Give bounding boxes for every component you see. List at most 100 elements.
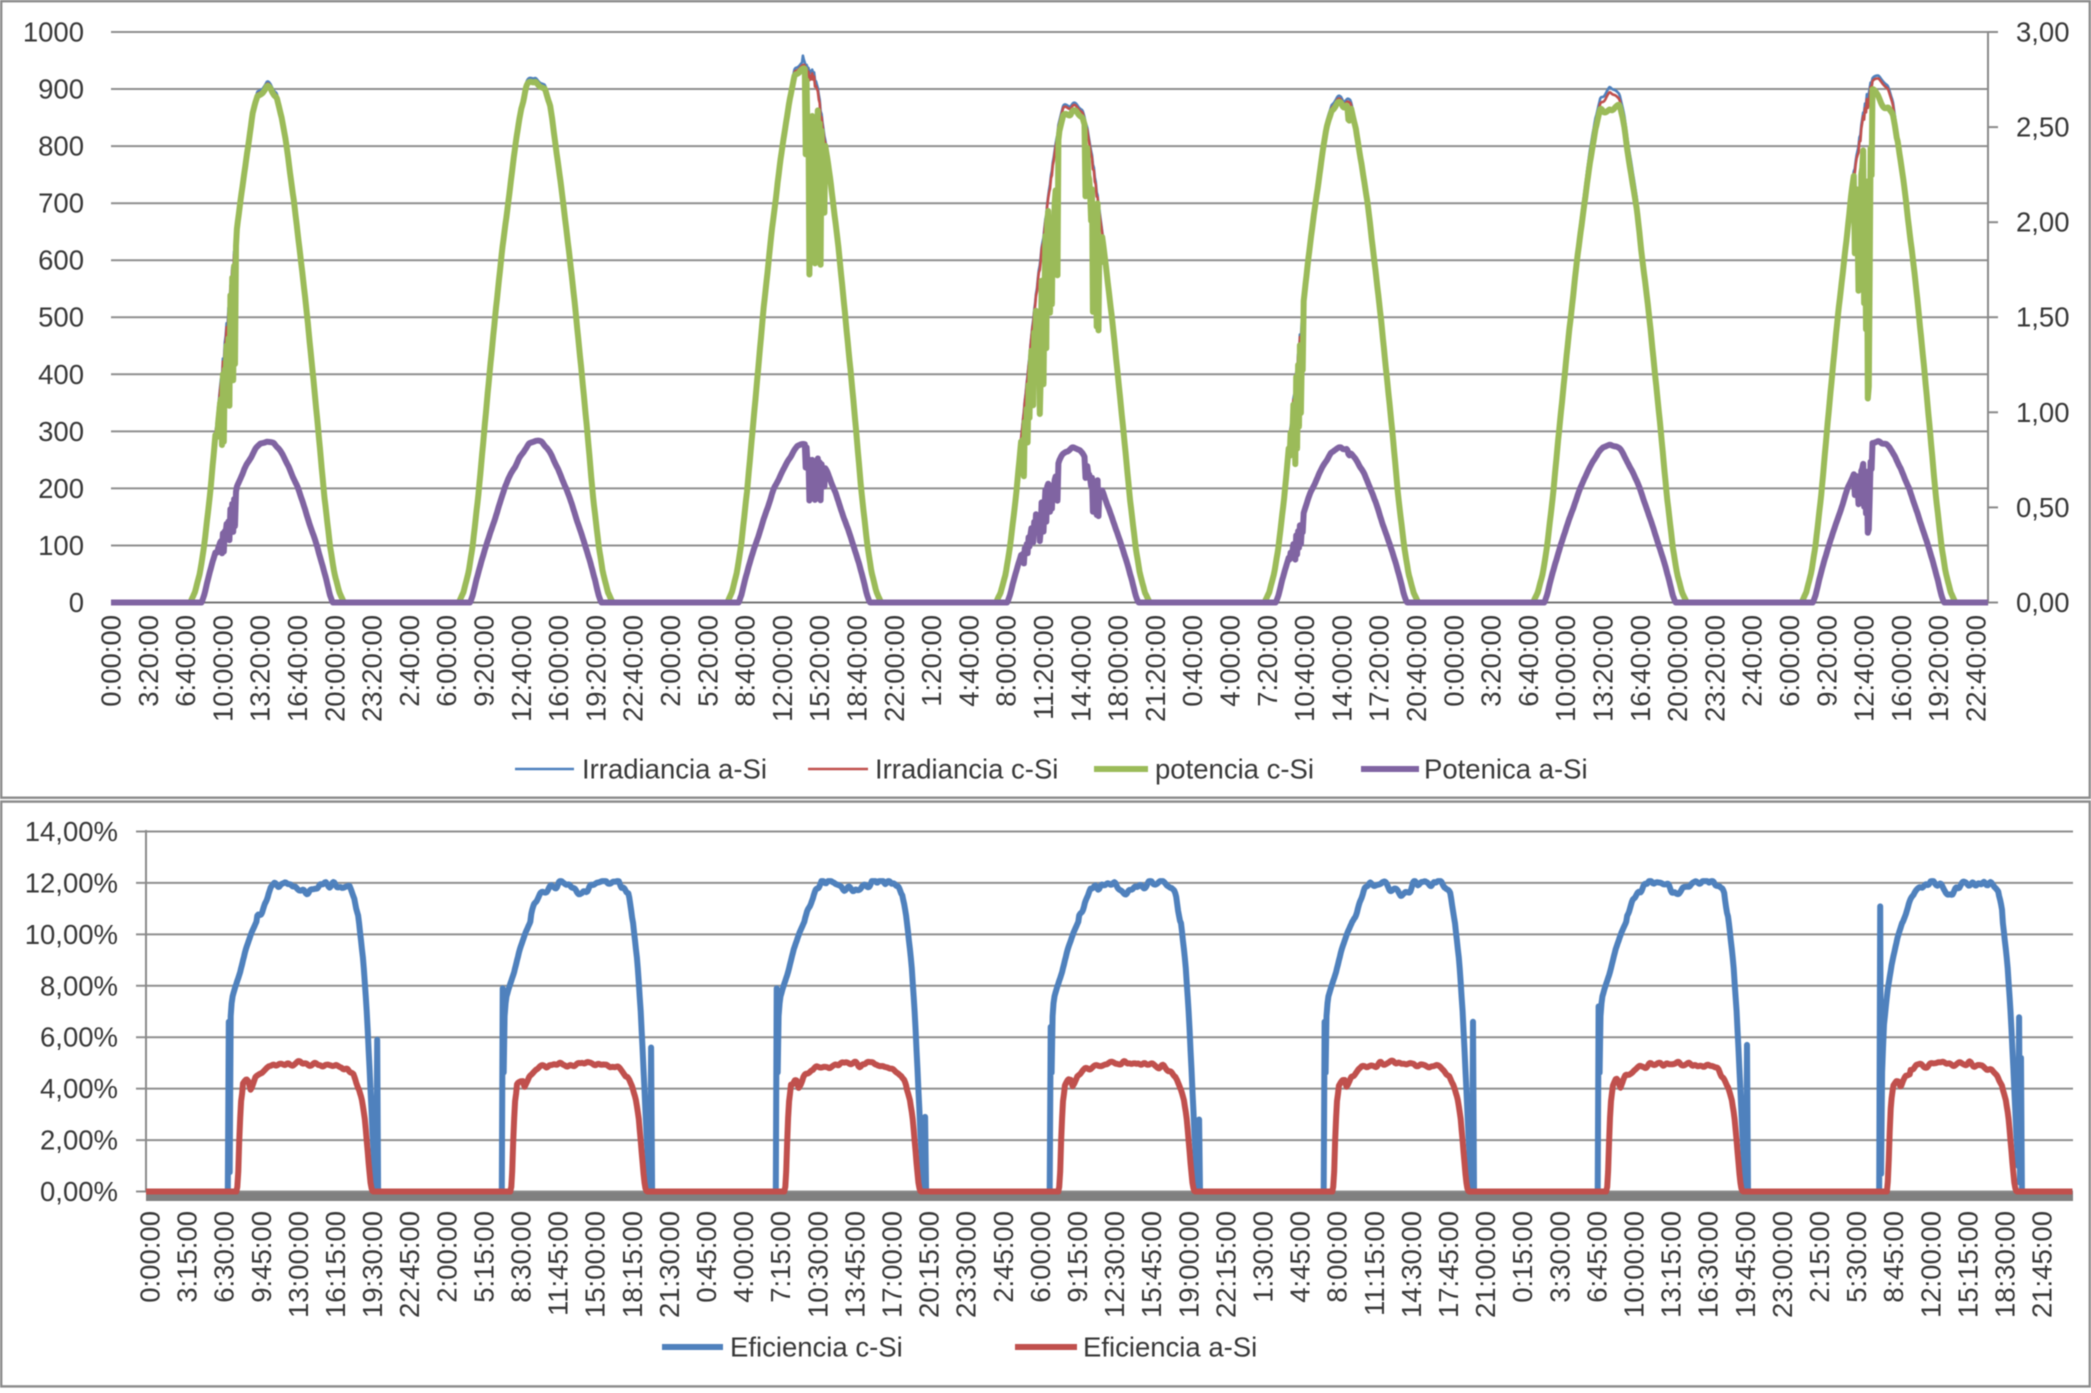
svg-text:11:45:00: 11:45:00 xyxy=(543,1211,574,1316)
svg-text:19:45:00: 19:45:00 xyxy=(1730,1211,1761,1318)
svg-text:20:00:00: 20:00:00 xyxy=(1662,615,1693,722)
svg-text:17:00:00: 17:00:00 xyxy=(877,1211,908,1318)
svg-text:10:40:00: 10:40:00 xyxy=(1289,615,1320,722)
svg-text:3,00: 3,00 xyxy=(2016,17,2070,48)
svg-text:0,50: 0,50 xyxy=(2016,492,2070,523)
svg-text:15:00:00: 15:00:00 xyxy=(580,1211,611,1318)
svg-text:13:15:00: 13:15:00 xyxy=(1656,1211,1687,1318)
svg-text:22:00:00: 22:00:00 xyxy=(879,615,910,722)
svg-text:2,50: 2,50 xyxy=(2016,112,2070,143)
svg-text:700: 700 xyxy=(38,188,84,219)
svg-text:8:40:00: 8:40:00 xyxy=(730,615,761,707)
svg-text:18:00:00: 18:00:00 xyxy=(1103,615,1134,722)
svg-text:8,00%: 8,00% xyxy=(40,970,118,1001)
svg-text:100: 100 xyxy=(38,530,84,561)
svg-text:8:00:00: 8:00:00 xyxy=(991,615,1022,707)
svg-text:8:00:00: 8:00:00 xyxy=(1322,1211,1353,1303)
svg-text:300: 300 xyxy=(38,416,84,447)
svg-text:2:00:00: 2:00:00 xyxy=(655,615,686,707)
svg-text:19:20:00: 19:20:00 xyxy=(1923,615,1954,722)
svg-text:5:30:00: 5:30:00 xyxy=(1841,1211,1872,1303)
svg-text:6:40:00: 6:40:00 xyxy=(1513,615,1544,707)
svg-text:21:45:00: 21:45:00 xyxy=(2027,1211,2058,1318)
svg-text:4:45:00: 4:45:00 xyxy=(1285,1211,1316,1303)
svg-text:1:30:00: 1:30:00 xyxy=(1248,1211,1279,1303)
svg-text:17:45:00: 17:45:00 xyxy=(1433,1211,1464,1318)
svg-text:22:40:00: 22:40:00 xyxy=(1961,615,1992,722)
svg-text:20:00:00: 20:00:00 xyxy=(319,615,350,722)
svg-text:potencia c-Si: potencia c-Si xyxy=(1155,754,1314,785)
svg-text:14:40:00: 14:40:00 xyxy=(1065,615,1096,722)
svg-text:2:00:00: 2:00:00 xyxy=(431,1211,462,1303)
svg-text:5:20:00: 5:20:00 xyxy=(692,615,723,707)
svg-text:14:30:00: 14:30:00 xyxy=(1396,1211,1427,1318)
svg-text:21:00:00: 21:00:00 xyxy=(1470,1211,1501,1318)
svg-text:22:45:00: 22:45:00 xyxy=(394,1211,425,1318)
svg-text:18:40:00: 18:40:00 xyxy=(842,615,873,722)
svg-text:6:40:00: 6:40:00 xyxy=(170,615,201,707)
svg-text:2:15:00: 2:15:00 xyxy=(1804,1211,1835,1303)
svg-text:12:40:00: 12:40:00 xyxy=(506,615,537,722)
svg-text:12:40:00: 12:40:00 xyxy=(1849,615,1880,722)
svg-text:7:20:00: 7:20:00 xyxy=(1252,615,1283,707)
svg-text:3:15:00: 3:15:00 xyxy=(172,1211,203,1303)
svg-text:13:45:00: 13:45:00 xyxy=(839,1211,870,1318)
svg-text:1,00: 1,00 xyxy=(2016,397,2070,428)
svg-text:0:15:00: 0:15:00 xyxy=(1507,1211,1538,1303)
svg-text:20:40:00: 20:40:00 xyxy=(1401,615,1432,722)
svg-text:0:40:00: 0:40:00 xyxy=(1177,615,1208,707)
svg-text:Eficiencia a-Si: Eficiencia a-Si xyxy=(1083,1332,1257,1363)
svg-text:2:40:00: 2:40:00 xyxy=(1737,615,1768,707)
svg-text:16:40:00: 16:40:00 xyxy=(1625,615,1656,722)
svg-text:17:20:00: 17:20:00 xyxy=(1364,615,1395,722)
svg-text:3:20:00: 3:20:00 xyxy=(1476,615,1507,707)
svg-text:6:45:00: 6:45:00 xyxy=(1581,1211,1612,1303)
svg-text:9:20:00: 9:20:00 xyxy=(1811,615,1842,707)
svg-text:4:00:00: 4:00:00 xyxy=(1215,615,1246,707)
svg-text:23:20:00: 23:20:00 xyxy=(357,615,388,722)
svg-text:0,00: 0,00 xyxy=(2016,587,2070,618)
svg-text:Irradiancia c-Si: Irradiancia c-Si xyxy=(875,754,1058,785)
svg-text:18:15:00: 18:15:00 xyxy=(617,1211,648,1318)
svg-text:12:00:00: 12:00:00 xyxy=(767,615,798,722)
svg-text:500: 500 xyxy=(38,302,84,333)
svg-text:4:40:00: 4:40:00 xyxy=(953,615,984,707)
svg-text:9:15:00: 9:15:00 xyxy=(1062,1211,1093,1303)
svg-text:0:00:00: 0:00:00 xyxy=(1438,615,1469,707)
svg-text:23:30:00: 23:30:00 xyxy=(951,1211,982,1318)
svg-text:16:00:00: 16:00:00 xyxy=(543,615,574,722)
svg-text:2,00: 2,00 xyxy=(2016,207,2070,238)
svg-text:13:00:00: 13:00:00 xyxy=(283,1211,314,1318)
svg-text:14,00%: 14,00% xyxy=(25,816,118,847)
svg-text:600: 600 xyxy=(38,245,84,276)
svg-text:6:00:00: 6:00:00 xyxy=(431,615,462,707)
svg-text:15:45:00: 15:45:00 xyxy=(1136,1211,1167,1318)
svg-text:11:15:00: 11:15:00 xyxy=(1359,1211,1390,1316)
svg-text:9:20:00: 9:20:00 xyxy=(469,615,500,707)
svg-text:6:00:00: 6:00:00 xyxy=(1774,615,1805,707)
svg-text:Eficiencia c-Si: Eficiencia c-Si xyxy=(730,1332,903,1363)
svg-text:21:20:00: 21:20:00 xyxy=(1140,615,1171,722)
svg-text:5:15:00: 5:15:00 xyxy=(468,1211,499,1303)
svg-text:3:30:00: 3:30:00 xyxy=(1544,1211,1575,1303)
svg-text:6:00:00: 6:00:00 xyxy=(1025,1211,1056,1303)
svg-text:10:00:00: 10:00:00 xyxy=(1619,1211,1650,1318)
svg-text:21:30:00: 21:30:00 xyxy=(654,1211,685,1318)
svg-text:19:30:00: 19:30:00 xyxy=(357,1211,388,1318)
svg-text:12:30:00: 12:30:00 xyxy=(1099,1211,1130,1318)
svg-text:Irradiancia a-Si: Irradiancia a-Si xyxy=(582,754,767,785)
svg-text:8:30:00: 8:30:00 xyxy=(506,1211,537,1303)
svg-text:16:30:00: 16:30:00 xyxy=(1693,1211,1724,1318)
svg-text:20:15:00: 20:15:00 xyxy=(914,1211,945,1318)
svg-text:12,00%: 12,00% xyxy=(25,867,118,898)
svg-text:10:30:00: 10:30:00 xyxy=(802,1211,833,1318)
svg-text:11:20:00: 11:20:00 xyxy=(1028,615,1059,720)
svg-text:2,00%: 2,00% xyxy=(40,1125,118,1156)
svg-text:13:20:00: 13:20:00 xyxy=(245,615,276,722)
svg-text:8:45:00: 8:45:00 xyxy=(1878,1211,1909,1303)
svg-text:10,00%: 10,00% xyxy=(25,919,118,950)
svg-text:1,50: 1,50 xyxy=(2016,302,2070,333)
svg-text:19:00:00: 19:00:00 xyxy=(1173,1211,1204,1318)
svg-text:0:00:00: 0:00:00 xyxy=(135,1211,166,1303)
svg-text:10:00:00: 10:00:00 xyxy=(1550,615,1581,722)
